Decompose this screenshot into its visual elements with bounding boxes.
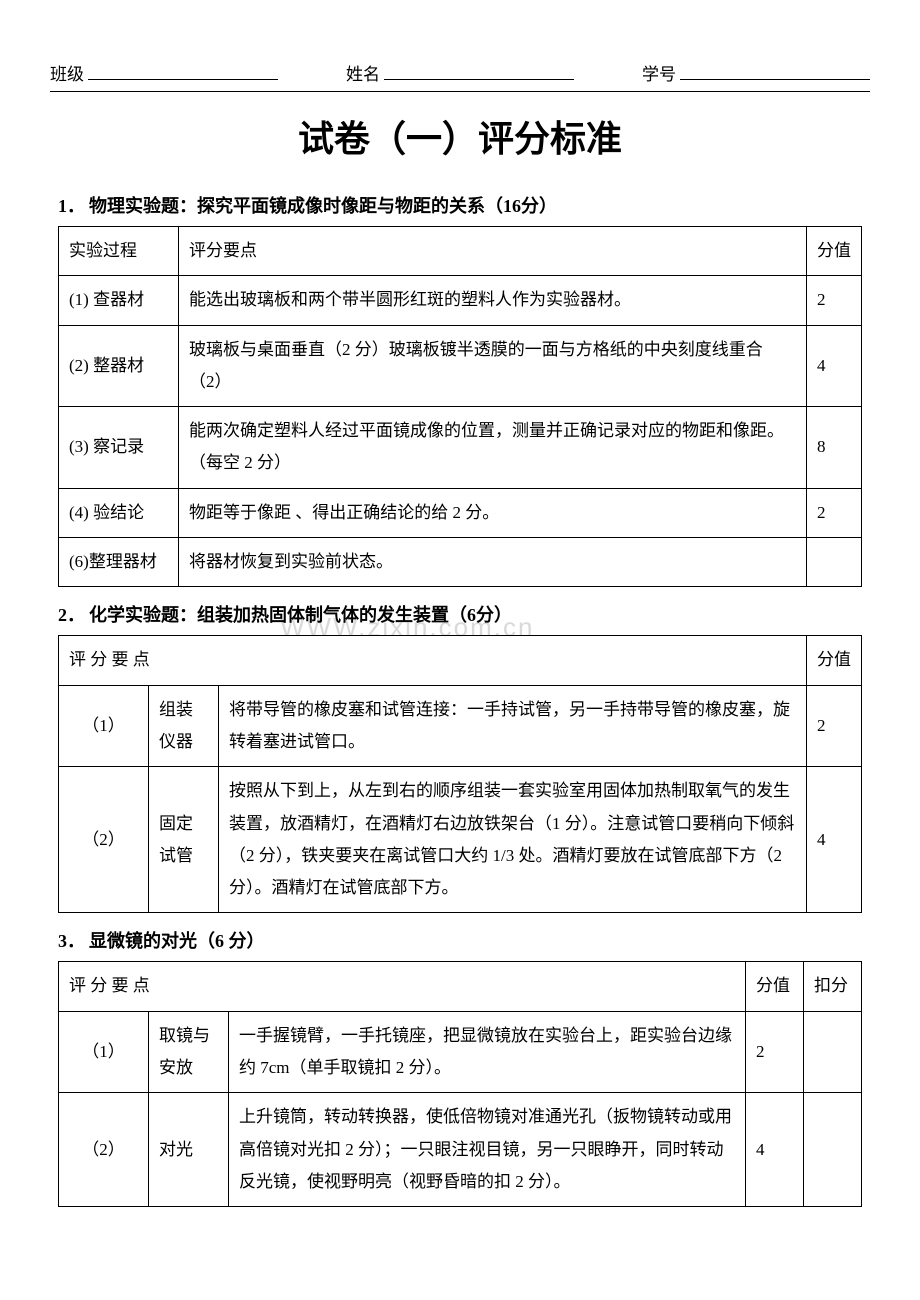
table-row: 评 分 要 点 分值 — [59, 636, 862, 685]
col-point: 评分要点 — [179, 227, 807, 276]
col-deduct: 扣分 — [804, 962, 862, 1011]
id-label: 学号 — [642, 60, 676, 85]
page-title: 试卷（一）评分标准 — [50, 110, 870, 162]
biology-table: 评 分 要 点 分值 扣分 （1） 取镜与安放 一手握镜臂，一手托镜座，把显微镜… — [58, 961, 862, 1207]
id-blank — [680, 61, 870, 80]
col-score: 分值 — [807, 227, 862, 276]
col-score: 分值 — [746, 962, 804, 1011]
section3-label: 显微镜的对光（6 分） — [89, 931, 265, 951]
col-point: 评 分 要 点 — [59, 636, 807, 685]
section3-num: 3． — [58, 931, 85, 951]
physics-table: 实验过程 评分要点 分值 (1) 查器材 能选出玻璃板和两个带半圆形红斑的塑料人… — [58, 226, 862, 587]
table-row: (2) 整器材 玻璃板与桌面垂直（2 分）玻璃板镀半透膜的一面与方格纸的中央刻度… — [59, 325, 862, 407]
section1-label: 物理实验题：探究平面镜成像时像距与物距的关系（16分） — [89, 196, 557, 216]
table-row: （1） 取镜与安放 一手握镜臂，一手托镜座，把显微镜放在实验台上，距实验台边缘约… — [59, 1011, 862, 1093]
col-point: 评 分 要 点 — [59, 962, 746, 1011]
col-process: 实验过程 — [59, 227, 179, 276]
table-row: (1) 查器材 能选出玻璃板和两个带半圆形红斑的塑料人作为实验器材。 2 — [59, 276, 862, 325]
name-label: 姓名 — [346, 60, 380, 85]
section3-heading: 3．显微镜的对光（6 分） — [58, 927, 870, 953]
section1-num: 1． — [58, 196, 85, 216]
page-header: 班级 姓名 学号 — [50, 60, 870, 85]
chemistry-table: 评 分 要 点 分值 （1） 组装仪器 将带导管的橡皮塞和试管连接：一手持试管，… — [58, 635, 862, 913]
class-blank — [88, 61, 278, 80]
header-rule — [50, 91, 870, 92]
table-row: （2） 固定试管 按照从下到上，从左到右的顺序组装一套实验室用固体加热制取氧气的… — [59, 767, 862, 913]
table-row: (6)整理器材 将器材恢复到实验前状态。 — [59, 538, 862, 587]
table-row: 实验过程 评分要点 分值 — [59, 227, 862, 276]
class-label: 班级 — [50, 60, 84, 85]
section1-heading: 1．物理实验题：探究平面镜成像时像距与物距的关系（16分） — [58, 192, 870, 218]
table-row: (4) 验结论 物距等于像距 、得出正确结论的给 2 分。 2 — [59, 488, 862, 537]
section2-label: 化学实验题：组装加热固体制气体的发生装置（6分） — [89, 605, 512, 625]
col-score: 分值 — [807, 636, 862, 685]
name-blank — [384, 61, 574, 80]
table-row: （1） 组装仪器 将带导管的橡皮塞和试管连接：一手持试管，另一手持带导管的橡皮塞… — [59, 685, 862, 767]
table-row: （2） 对光 上升镜筒，转动转换器，使低倍物镜对准通光孔（扳物镜转动或用高倍镜对… — [59, 1093, 862, 1207]
table-row: 评 分 要 点 分值 扣分 — [59, 962, 862, 1011]
section2-heading: 2．化学实验题：组装加热固体制气体的发生装置（6分） — [58, 601, 870, 627]
section2-num: 2． — [58, 605, 85, 625]
table-row: (3) 察记录 能两次确定塑料人经过平面镜成像的位置，测量并正确记录对应的物距和… — [59, 407, 862, 489]
